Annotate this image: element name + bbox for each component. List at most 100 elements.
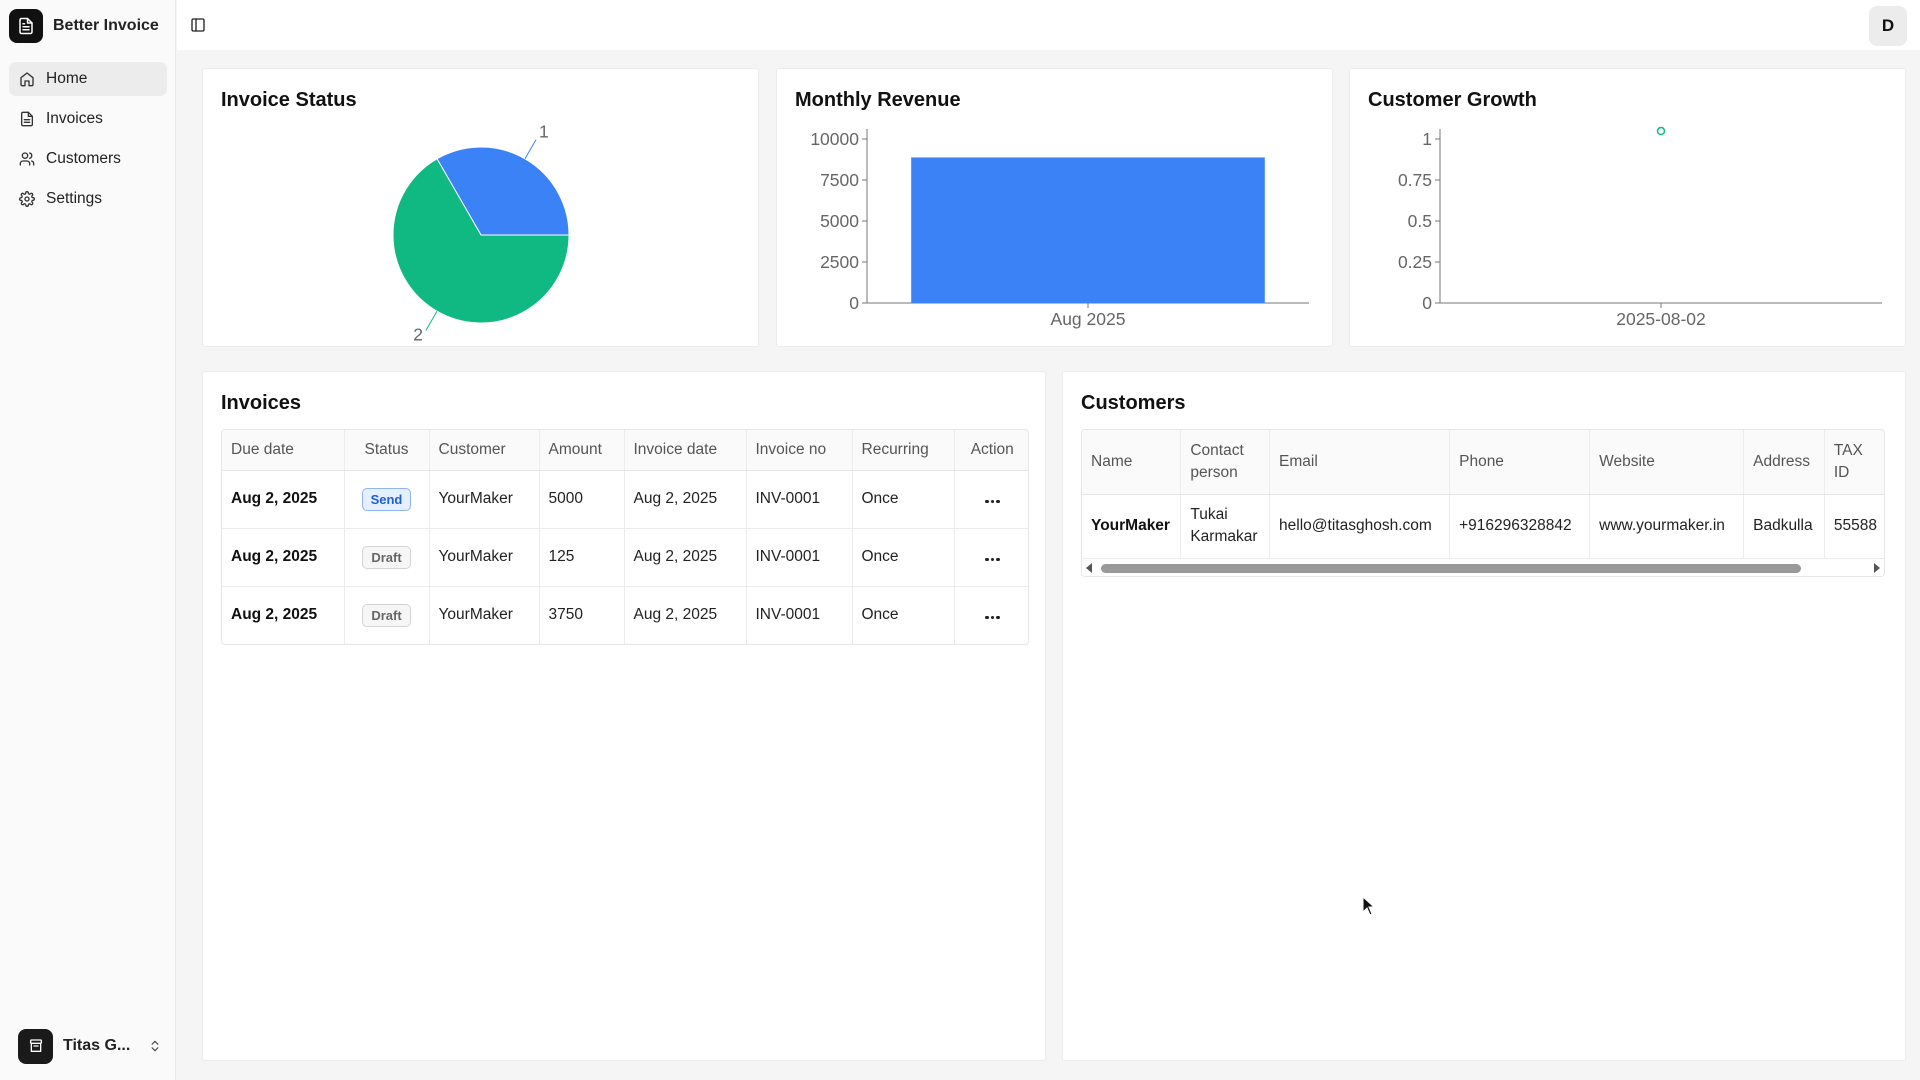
sidebar-item-home[interactable]: Home — [9, 62, 167, 96]
website-cell: www.yourmaker.in — [1589, 494, 1745, 558]
file-text-icon — [9, 9, 43, 43]
sidebar-item-invoices[interactable]: Invoices — [9, 102, 167, 136]
invoice-date-cell: Aug 2, 2025 — [624, 470, 747, 529]
action-cell — [954, 528, 1028, 587]
status-cell: Draft — [344, 586, 430, 644]
col-email[interactable]: Email — [1269, 430, 1451, 495]
pie-leader-line — [425, 310, 438, 331]
col-contact-person[interactable]: Contact person — [1180, 430, 1271, 495]
table-row[interactable]: YourMaker Tukai Karmakar hello@titasghos… — [1082, 494, 1884, 558]
col-customer[interactable]: Customer — [429, 430, 540, 471]
due-date-cell: Aug 2, 2025 — [222, 528, 345, 587]
pie-leader-line — [524, 139, 537, 160]
brand[interactable]: Better Invoice — [9, 9, 159, 43]
x-tick-label: Aug 2025 — [1051, 309, 1126, 329]
sidebar: Better Invoice Home Invoices Customers S… — [0, 0, 176, 1080]
customers-title: Customers — [1081, 392, 1186, 414]
col-name[interactable]: Name — [1082, 430, 1182, 495]
table-row[interactable]: Aug 2, 2025 Draft YourMaker 3750 Aug 2, … — [222, 586, 1028, 644]
archive-icon — [18, 1028, 53, 1064]
col-tax-id[interactable]: TAX ID — [1824, 430, 1884, 495]
y-tick-label: 0 — [849, 293, 859, 313]
address-cell: Badkulla — [1743, 494, 1825, 558]
col-address[interactable]: Address — [1743, 430, 1825, 495]
customer-cell: YourMaker — [429, 470, 540, 529]
recurring-cell: Once — [852, 586, 955, 644]
customers-table: Name Contact person Email Phone Website … — [1081, 429, 1885, 577]
revenue-bar — [911, 157, 1265, 303]
invoice-no-cell: INV-0001 — [746, 528, 853, 587]
due-date-cell: Aug 2, 2025 — [222, 470, 345, 529]
horizontal-scrollbar[interactable] — [1082, 558, 1884, 576]
y-tick-label: 0.25 — [1398, 252, 1432, 272]
y-tick-label: 0.75 — [1398, 170, 1432, 190]
email-cell: hello@titasghosh.com — [1269, 494, 1451, 558]
file-icon — [21, 111, 33, 127]
table-header-row: Due date Status Customer Amount Invoice … — [222, 430, 1028, 471]
table-row[interactable]: Aug 2, 2025 Draft YourMaker 125 Aug 2, 2… — [222, 528, 1028, 587]
action-cell — [954, 586, 1028, 644]
invoice-status-pie-chart: 12 — [392, 122, 570, 344]
invoice-date-cell: Aug 2, 2025 — [624, 528, 747, 587]
pie-slice-label: 1 — [539, 122, 549, 142]
y-tick-label: 2500 — [820, 252, 859, 272]
col-recurring[interactable]: Recurring — [852, 430, 955, 471]
home-icon — [20, 72, 34, 87]
col-action: Action — [954, 430, 1028, 471]
sidebar-item-settings[interactable]: Settings — [9, 182, 167, 216]
recurring-cell: Once — [852, 470, 955, 529]
scrollbar-thumb[interactable] — [1101, 564, 1801, 573]
invoice-no-cell: INV-0001 — [746, 586, 853, 644]
sidebar-item-label: Settings — [46, 190, 103, 207]
y-tick-label: 5000 — [820, 211, 859, 231]
name-cell: YourMaker — [1082, 494, 1182, 558]
more-actions-icon[interactable] — [985, 499, 1000, 503]
invoices-table: Due date Status Customer Amount Invoice … — [221, 429, 1029, 645]
account-avatar[interactable]: D — [1869, 6, 1907, 46]
sidebar-item-label: Home — [46, 70, 88, 87]
col-amount[interactable]: Amount — [539, 430, 625, 471]
monthly-revenue-bar-chart: 0 2500 5000 7500 10000 Aug 2025 — [810, 129, 1309, 329]
customer-cell: YourMaker — [429, 528, 540, 587]
invoice-no-cell: INV-0001 — [746, 470, 853, 529]
invoice-date-cell: Aug 2, 2025 — [624, 586, 747, 644]
more-actions-icon[interactable] — [985, 615, 1000, 620]
status-cell: Draft — [344, 528, 430, 587]
top-bar: D — [177, 0, 1920, 50]
col-phone[interactable]: Phone — [1449, 430, 1591, 495]
contact-cell: Tukai Karmakar — [1180, 494, 1271, 558]
scroll-left-icon[interactable] — [1086, 563, 1092, 573]
customer-growth-title: Customer Growth — [1368, 89, 1537, 111]
col-invoice-date[interactable]: Invoice date — [624, 430, 747, 471]
col-due-date[interactable]: Due date — [222, 430, 345, 471]
col-status[interactable]: Status — [344, 430, 430, 471]
sidebar-toggle-button[interactable] — [187, 14, 209, 36]
amount-cell: 5000 — [539, 470, 625, 529]
user-menu[interactable]: Titas G... — [18, 1028, 162, 1064]
more-actions-icon[interactable] — [985, 557, 1000, 561]
col-invoice-no[interactable]: Invoice no — [746, 430, 853, 471]
sidebar-item-label: Customers — [46, 150, 121, 167]
growth-point — [1656, 126, 1666, 136]
due-date-cell: Aug 2, 2025 — [222, 586, 345, 644]
status-badge: Draft — [362, 545, 411, 569]
sidebar-item-label: Invoices — [46, 110, 103, 127]
recurring-cell: Once — [852, 528, 955, 587]
invoice-status-title: Invoice Status — [221, 89, 357, 111]
table-header-row: Name Contact person Email Phone Website … — [1082, 430, 1884, 495]
chevron-up-down-icon — [151, 1040, 159, 1052]
sidebar-toggle-icon — [191, 18, 205, 32]
amount-cell: 125 — [539, 528, 625, 587]
status-badge: Send — [361, 487, 412, 511]
pie-slice — [436, 146, 570, 236]
table-row[interactable]: Aug 2, 2025 Send YourMaker 5000 Aug 2, 2… — [222, 470, 1028, 529]
invoices-title: Invoices — [221, 392, 302, 414]
col-website[interactable]: Website — [1589, 430, 1745, 495]
sidebar-nav: Home Invoices Customers Settings — [9, 62, 167, 222]
scroll-right-icon[interactable] — [1874, 563, 1880, 573]
y-tick-label: 0.5 — [1408, 211, 1432, 231]
invoices-card: Invoices Due date Status Customer Amount… — [202, 371, 1046, 1061]
y-tick-label: 0 — [1422, 293, 1432, 313]
sidebar-item-customers[interactable]: Customers — [9, 142, 167, 176]
x-tick-label: 2025-08-02 — [1616, 309, 1706, 329]
